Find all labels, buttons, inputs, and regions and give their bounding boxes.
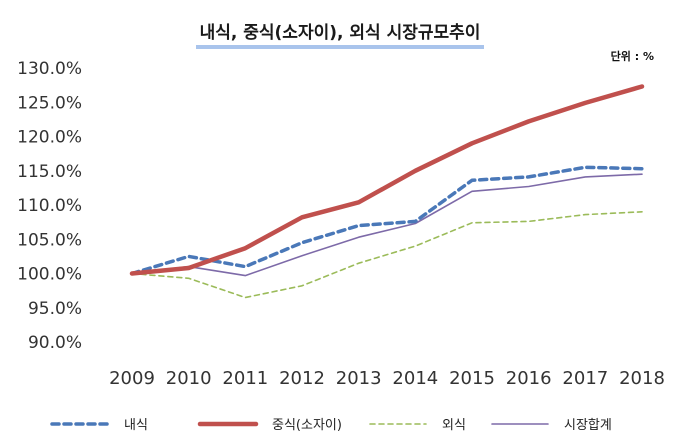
x-tick-label: 2011 [222,368,268,389]
unit-label: 단위 : % [610,50,654,63]
legend-label: 내식 [124,418,148,433]
x-axis: 2009 2010 2011 2012 2013 2014 2015 2016 2017 2018 [109,368,665,389]
x-tick-label: 2017 [562,368,608,389]
legend-label: 외식 [442,418,466,433]
y-tick-label: 100.0% [17,265,82,285]
y-axis: 90.0% 95.0% 100.0% 105.0% 110.0% 115.0% 120.0%… [17,59,82,353]
y-tick-label: 125.0% [17,93,82,113]
y-tick-label: 115.0% [17,162,82,182]
chart-title: 내식, 중식(소자이), 외식 시장규모추이 [195,18,485,49]
y-tick-label: 95.0% [28,299,82,319]
y-tick-label: 130.0% [17,59,82,79]
x-tick-label: 2018 [619,368,665,389]
y-tick-label: 120.0% [17,128,82,148]
y-tick-label: 105.0% [17,230,82,250]
x-tick-label: 2009 [109,368,155,389]
legend-label: 중식(소자이) [272,418,342,433]
y-tick-label: 110.0% [17,196,82,216]
series-line-3 [131,173,643,277]
series-line-1 [129,84,645,276]
x-tick-label: 2010 [166,368,212,389]
series-line-0 [130,165,644,276]
x-tick-label: 2016 [506,368,552,389]
chart-title-wrap: 내식, 중식(소자이), 외식 시장규모추이 [0,18,680,49]
x-tick-label: 2015 [449,368,495,389]
series-line-2 [131,211,643,299]
series-lines [129,84,645,299]
legend: 내식 중식(소자이) 외식 시장합계 [50,418,612,433]
x-tick-label: 2013 [336,368,382,389]
legend-label: 시장합계 [564,418,612,433]
y-tick-label: 90.0% [28,333,82,353]
x-tick-label: 2014 [392,368,438,389]
x-tick-label: 2012 [279,368,325,389]
